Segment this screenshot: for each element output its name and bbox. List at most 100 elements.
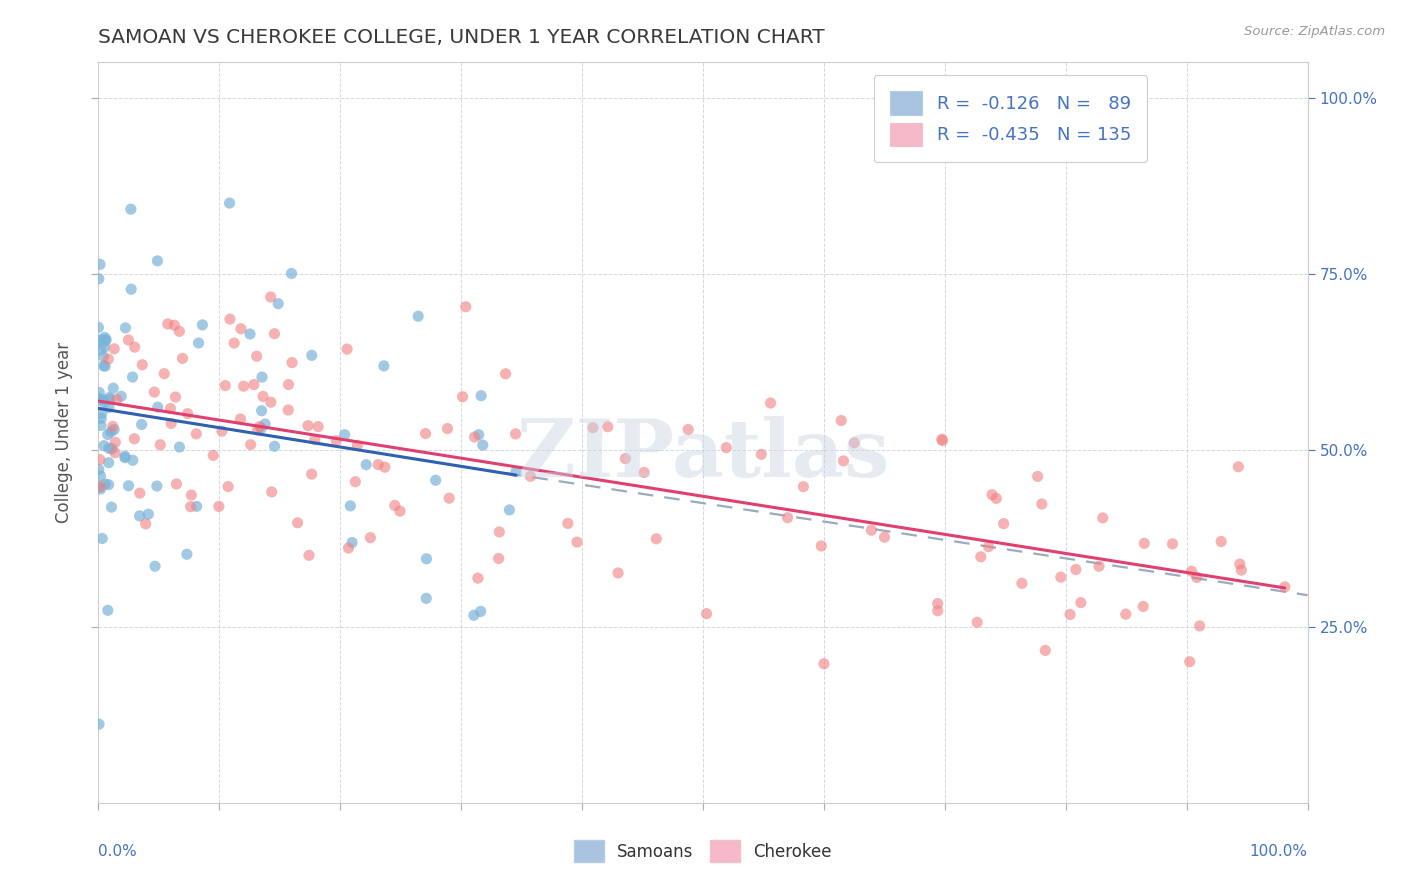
Point bbox=[159, 401, 181, 416]
Point bbox=[105, 392, 128, 407]
Point bbox=[830, 413, 852, 427]
Point bbox=[246, 349, 269, 363]
Point bbox=[1031, 497, 1053, 511]
Point bbox=[1091, 511, 1114, 525]
Point bbox=[87, 480, 110, 494]
Point bbox=[135, 516, 157, 531]
Point bbox=[1026, 469, 1049, 483]
Point bbox=[218, 196, 240, 211]
Point bbox=[250, 403, 273, 417]
Point bbox=[94, 334, 117, 348]
Point bbox=[239, 326, 262, 341]
Point bbox=[810, 539, 832, 553]
Point bbox=[415, 426, 437, 441]
Point bbox=[169, 440, 191, 454]
Point bbox=[470, 604, 492, 618]
Point bbox=[87, 335, 110, 350]
Point bbox=[557, 516, 579, 531]
Point bbox=[505, 465, 527, 479]
Point bbox=[464, 430, 486, 444]
Point bbox=[749, 447, 772, 461]
Point bbox=[1088, 559, 1111, 574]
Point bbox=[1115, 607, 1137, 622]
Point bbox=[981, 488, 1004, 502]
Point bbox=[229, 412, 252, 426]
Point bbox=[1188, 619, 1211, 633]
Point bbox=[776, 510, 799, 524]
Point bbox=[415, 591, 437, 606]
Point bbox=[186, 426, 208, 441]
Point bbox=[114, 450, 136, 465]
Point bbox=[451, 390, 474, 404]
Point bbox=[120, 282, 142, 296]
Point bbox=[277, 403, 299, 417]
Point bbox=[94, 359, 117, 373]
Point bbox=[582, 420, 605, 434]
Point bbox=[1229, 557, 1251, 571]
Point bbox=[128, 486, 150, 500]
Y-axis label: College, Under 1 year: College, Under 1 year bbox=[55, 342, 73, 524]
Point bbox=[97, 477, 120, 491]
Point bbox=[93, 330, 115, 344]
Text: 0.0%: 0.0% bbox=[98, 844, 138, 858]
Point bbox=[149, 438, 172, 452]
Point bbox=[301, 348, 323, 362]
Point bbox=[844, 435, 866, 450]
Point bbox=[103, 381, 125, 395]
Point bbox=[1064, 562, 1087, 576]
Point bbox=[384, 499, 406, 513]
Point bbox=[1132, 599, 1154, 614]
Point bbox=[97, 442, 120, 456]
Text: ZIPatlas: ZIPatlas bbox=[517, 416, 889, 494]
Point bbox=[367, 458, 389, 472]
Point bbox=[90, 333, 112, 347]
Point bbox=[104, 435, 127, 450]
Point bbox=[388, 504, 411, 518]
Point bbox=[100, 425, 122, 439]
Point bbox=[359, 531, 381, 545]
Point bbox=[97, 456, 120, 470]
Point bbox=[254, 417, 277, 431]
Point bbox=[89, 392, 111, 407]
Point bbox=[91, 532, 114, 546]
Point bbox=[124, 340, 146, 354]
Point bbox=[250, 421, 273, 435]
Point bbox=[470, 389, 492, 403]
Point bbox=[931, 432, 953, 446]
Point bbox=[143, 559, 166, 574]
Point bbox=[98, 391, 121, 405]
Point bbox=[260, 395, 283, 409]
Point bbox=[146, 253, 169, 268]
Point bbox=[250, 370, 273, 384]
Point bbox=[243, 377, 266, 392]
Point bbox=[1133, 536, 1156, 550]
Point bbox=[676, 423, 699, 437]
Point bbox=[263, 439, 285, 453]
Point bbox=[437, 491, 460, 505]
Point bbox=[354, 458, 377, 472]
Point bbox=[114, 321, 136, 335]
Point bbox=[263, 326, 285, 341]
Point bbox=[333, 427, 356, 442]
Point bbox=[495, 367, 517, 381]
Point bbox=[614, 451, 637, 466]
Point bbox=[1049, 570, 1071, 584]
Point bbox=[93, 340, 115, 354]
Point bbox=[146, 400, 169, 414]
Point bbox=[832, 454, 855, 468]
Point bbox=[180, 500, 202, 514]
Point bbox=[191, 318, 214, 332]
Point bbox=[87, 320, 110, 334]
Point bbox=[90, 411, 112, 425]
Point bbox=[138, 507, 160, 521]
Point bbox=[346, 438, 368, 452]
Point bbox=[467, 571, 489, 585]
Point bbox=[120, 202, 142, 217]
Point bbox=[219, 312, 242, 326]
Point bbox=[89, 482, 111, 496]
Point bbox=[488, 524, 510, 539]
Point bbox=[90, 343, 112, 357]
Point bbox=[89, 469, 111, 483]
Point bbox=[1185, 570, 1208, 584]
Point bbox=[297, 418, 319, 433]
